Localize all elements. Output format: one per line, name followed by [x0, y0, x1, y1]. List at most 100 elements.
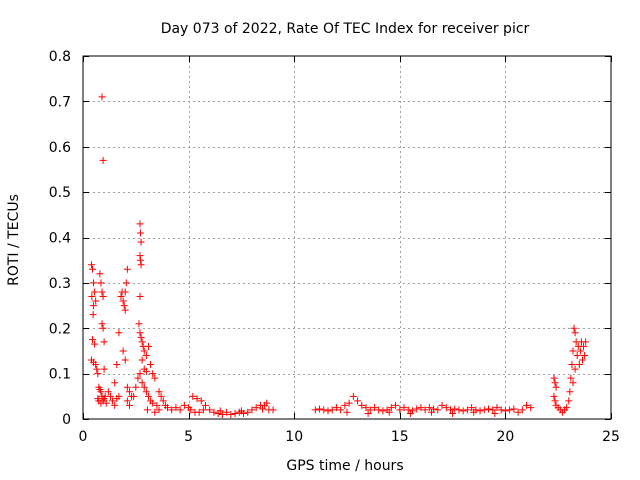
y-tick-label: 0.3	[49, 276, 71, 292]
data-point-marker	[569, 379, 577, 387]
data-point-marker	[491, 410, 499, 418]
data-point-marker	[362, 404, 370, 412]
data-point-marker	[470, 408, 478, 416]
data-point-marker	[580, 342, 588, 350]
y-axis-ticks: 0 0.1 0.2 0.3 0.4 0.5 0.6 0.7 0.8	[49, 49, 611, 428]
x-axis-label: GPS time / hours	[286, 458, 403, 474]
data-point-marker	[120, 302, 128, 310]
data-point-marker	[571, 365, 579, 373]
data-point-marker	[332, 404, 340, 412]
data-point-marker	[122, 279, 130, 287]
data-point-marker	[514, 408, 522, 416]
y-tick-label: 0.8	[49, 49, 71, 65]
data-point-marker	[132, 383, 140, 391]
data-point-marker	[497, 406, 505, 414]
data-point-marker	[137, 333, 145, 341]
data-point-marker	[527, 404, 535, 412]
data-point-marker	[89, 336, 97, 344]
data-point-marker	[106, 392, 114, 400]
data-point-marker	[172, 404, 180, 412]
x-tick-label: 10	[285, 429, 303, 445]
data-point-marker	[364, 410, 372, 418]
data-point-marker	[199, 406, 207, 414]
data-point-marker	[136, 220, 144, 228]
y-tick-label: 0.1	[49, 367, 71, 383]
y-tick-label: 0.4	[49, 231, 71, 247]
data-point-marker	[223, 408, 231, 416]
data-point-marker	[451, 405, 459, 413]
data-point-marker	[142, 367, 150, 375]
y-tick-label: 0.5	[49, 185, 71, 201]
data-point-marker	[111, 379, 119, 387]
data-point-marker	[216, 407, 224, 415]
data-point-marker	[155, 388, 163, 396]
data-point-marker	[88, 292, 96, 300]
data-point-marker	[92, 297, 100, 305]
data-point-marker	[485, 405, 493, 413]
data-point-marker	[99, 324, 107, 332]
data-point-marker	[506, 406, 514, 414]
data-point-marker	[568, 361, 576, 369]
data-point-marker	[406, 410, 414, 418]
data-point-marker	[434, 406, 442, 414]
data-point-marker	[570, 324, 578, 332]
data-point-marker	[136, 229, 144, 237]
data-point-marker	[573, 351, 581, 359]
data-point-marker	[99, 292, 107, 300]
data-point-marker	[493, 404, 501, 412]
data-point-marker	[455, 406, 463, 414]
data-point-marker	[480, 406, 488, 414]
data-point-marker	[135, 320, 143, 328]
data-point-marker	[195, 408, 203, 416]
data-point-marker	[153, 401, 161, 409]
data-point-marker	[565, 397, 573, 405]
data-point-marker	[366, 406, 374, 414]
x-tick-label: 5	[184, 429, 193, 445]
data-point-marker	[576, 347, 584, 355]
data-point-marker	[375, 406, 383, 414]
data-point-marker	[252, 404, 260, 412]
data-point-marker	[269, 406, 277, 414]
y-tick-label: 0	[62, 412, 71, 428]
data-point-marker	[123, 383, 131, 391]
x-tick-label: 0	[79, 429, 88, 445]
data-point-marker	[136, 370, 144, 378]
data-point-marker	[337, 406, 345, 414]
data-point-marker	[96, 270, 104, 278]
data-point-marker	[98, 93, 106, 101]
data-point-marker	[387, 404, 395, 412]
data-point-marker	[328, 406, 336, 414]
data-point-marker	[97, 279, 105, 287]
data-point-marker	[121, 288, 129, 296]
data-point-marker	[575, 361, 583, 369]
data-point-marker	[551, 397, 559, 405]
data-point-marker	[396, 406, 404, 414]
data-point-marker	[102, 399, 110, 407]
data-point-marker	[459, 407, 467, 415]
data-point-marker	[476, 407, 484, 415]
data-point-marker	[417, 404, 425, 412]
data-point-marker	[413, 405, 421, 413]
x-tick-label: 20	[496, 429, 514, 445]
data-point-marker	[149, 370, 157, 378]
data-point-marker	[343, 408, 351, 416]
grid-lines	[83, 56, 611, 419]
data-point-marker	[87, 261, 95, 269]
x-tick-label: 25	[602, 429, 620, 445]
data-point-marker	[121, 306, 129, 314]
data-point-marker	[90, 302, 98, 310]
data-point-marker	[121, 356, 129, 364]
data-point-marker	[138, 338, 146, 346]
data-point-marker	[404, 406, 412, 414]
data-point-marker	[136, 292, 144, 300]
data-point-marker	[552, 383, 560, 391]
data-point-marker	[93, 365, 101, 373]
data-point-marker	[218, 410, 226, 418]
data-point-marker	[442, 404, 450, 412]
data-point-marker	[263, 399, 271, 407]
data-point-marker	[138, 356, 146, 364]
data-point-marker	[176, 406, 184, 414]
data-point-marker	[446, 406, 454, 414]
data-points	[87, 93, 590, 418]
data-point-marker	[571, 329, 579, 337]
